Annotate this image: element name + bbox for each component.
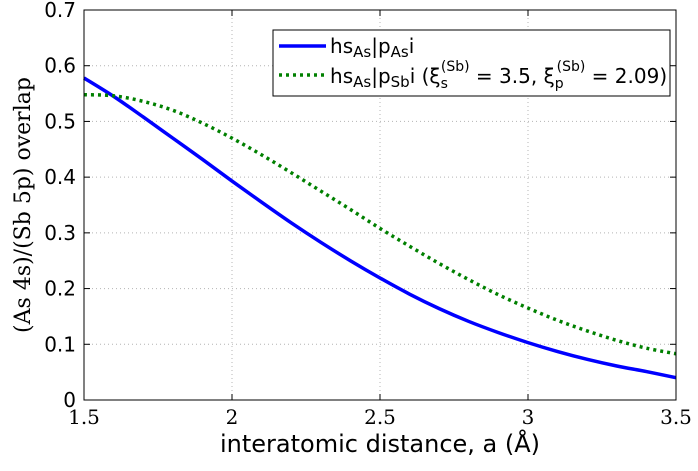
series-line-1 xyxy=(83,76,677,380)
y-axis-label: (As 4s)/(Sb 5p) overlap xyxy=(11,77,36,333)
x-tick-label: 1.5 xyxy=(68,405,100,429)
y-tick-label: 0.5 xyxy=(44,109,76,133)
y-tick-label: 0.6 xyxy=(44,54,76,78)
x-tick-label: 3.5 xyxy=(660,405,692,429)
legend-box xyxy=(272,29,671,97)
legend-label-series-2: hsAs|pSbi (ξs(Sb) = 3.5, ξp(Sb) = 2.09) xyxy=(330,59,667,92)
legend-label-series-1: hsAs|pAsi xyxy=(330,34,414,61)
y-tick-label: 0.1 xyxy=(44,332,76,356)
x-tick-label: 3 xyxy=(522,405,535,429)
y-tick-label: 0.2 xyxy=(44,277,76,301)
x-tick-label: 2.5 xyxy=(364,405,396,429)
ticks: 1.5 2 2.5 3 3.5 0 0.1 0.2 0.3 0.4 0.5 0.6 0.7 xyxy=(44,0,692,429)
y-tick-label: 0.7 xyxy=(44,0,76,22)
legend: hsAs|pAsi hsAs|pSbi (ξs(Sb) = 3.5, ξp(Sb… xyxy=(272,29,671,97)
series-line-2 xyxy=(83,92,677,356)
x-tick-label: 2 xyxy=(226,405,239,429)
series-layer xyxy=(83,76,677,380)
y-tick-label: 0 xyxy=(63,388,76,412)
y-tick-label: 0.4 xyxy=(44,165,76,189)
x-axis-label: interatomic distance, a (Å) xyxy=(220,429,540,458)
y-tick-label: 0.3 xyxy=(44,221,76,245)
